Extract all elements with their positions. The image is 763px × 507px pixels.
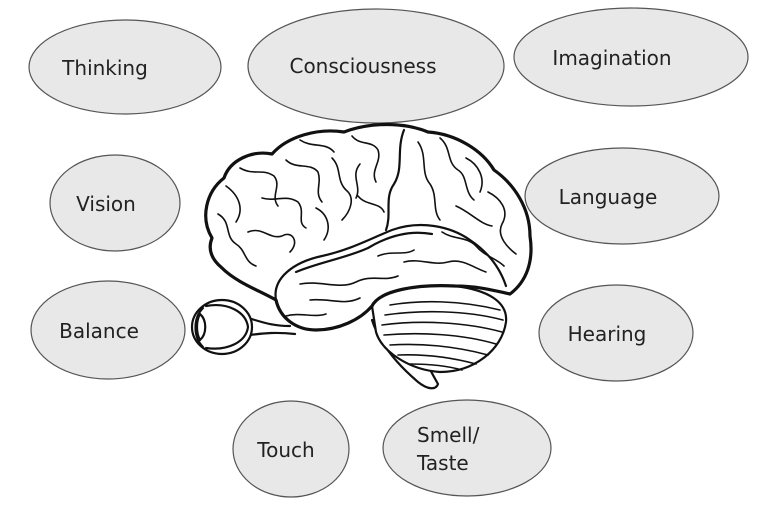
cerebellum-folds: [381, 300, 504, 371]
temporal-lobe: [274, 224, 508, 302]
eyeball-outline: [190, 298, 254, 356]
bubble-consciousness-label: Consciousness: [289, 54, 436, 78]
bubble-touch: Touch: [232, 400, 350, 498]
bubble-smell-taste-label-line1: Smell/: [417, 423, 480, 447]
bubble-vision-shape: [49, 154, 181, 252]
cerebrum-outline: [204, 122, 533, 332]
bubble-vision-label: Vision: [76, 192, 136, 216]
bubble-balance: Balance: [30, 280, 186, 380]
bubble-hearing-shape: [538, 284, 694, 382]
brain-gyri: [217, 135, 517, 317]
bubble-consciousness-shape: [247, 8, 505, 124]
bubble-consciousness: Consciousness: [247, 8, 505, 124]
bubble-smell-taste: Smell/ Taste: [382, 399, 552, 497]
brain-illustration: [204, 122, 533, 390]
eye-inner-wall: [204, 304, 250, 350]
bubble-thinking-label: Thinking: [61, 56, 148, 80]
bubble-imagination-label: Imagination: [552, 46, 671, 70]
bubble-balance-shape: [30, 280, 186, 380]
bubble-imagination: Imagination: [513, 7, 749, 107]
bubble-vision: Vision: [49, 154, 181, 252]
bubble-touch-label: Touch: [256, 438, 314, 462]
bubble-balance-label: Balance: [59, 319, 139, 343]
bubble-touch-shape: [232, 400, 350, 498]
bubble-hearing-label: Hearing: [568, 322, 647, 346]
bubble-thinking: Thinking: [28, 19, 222, 115]
bubble-language: Language: [524, 147, 720, 245]
bubble-language-shape: [524, 147, 720, 245]
eyelid-front: [194, 306, 205, 349]
bubble-language-label: Language: [559, 185, 658, 209]
bubble-smell-taste-label-line2: Taste: [416, 451, 469, 475]
eye-illustration: [190, 298, 297, 356]
bubble-smell-taste-shape: [382, 399, 552, 497]
bubble-imagination-shape: [513, 7, 749, 107]
central-sulcus: [384, 128, 406, 232]
bubble-thinking-shape: [28, 19, 222, 115]
eye-lens: [195, 312, 207, 342]
lateral-sulcus: [294, 231, 434, 274]
bubble-hearing: Hearing: [538, 284, 694, 382]
